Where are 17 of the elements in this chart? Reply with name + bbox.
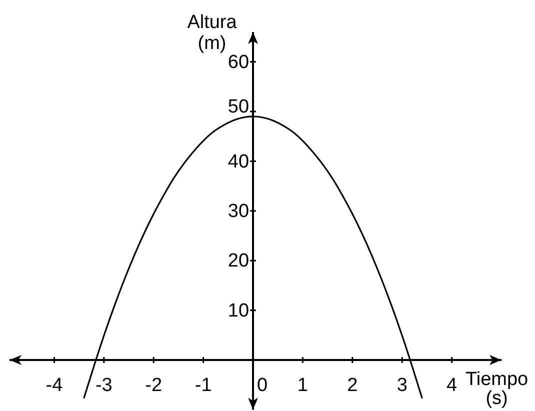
x-tick-label: -1: [194, 375, 212, 396]
y-tick-label: 10: [228, 300, 250, 322]
y-tick-label: 30: [228, 200, 250, 222]
x-tick-label: -3: [95, 375, 112, 396]
x-tick-label: -4: [46, 375, 64, 396]
y-tick-label: 60: [228, 52, 250, 73]
y-tick-label: 20: [228, 250, 250, 272]
y-tick-label: 40: [228, 151, 250, 172]
x-tick-label: 3: [396, 375, 408, 396]
x-tick-label: 2: [347, 375, 358, 396]
x-tick-label: 0: [257, 375, 268, 396]
x-axis-title: Tiempo (s): [465, 369, 528, 409]
x-tick-label: 1: [297, 375, 308, 396]
y-tick-label: 50: [228, 96, 250, 118]
y-axis-title: Altura (m): [187, 12, 238, 54]
x-tick-label: 4: [446, 375, 458, 396]
x-tick-label: -2: [145, 375, 162, 396]
